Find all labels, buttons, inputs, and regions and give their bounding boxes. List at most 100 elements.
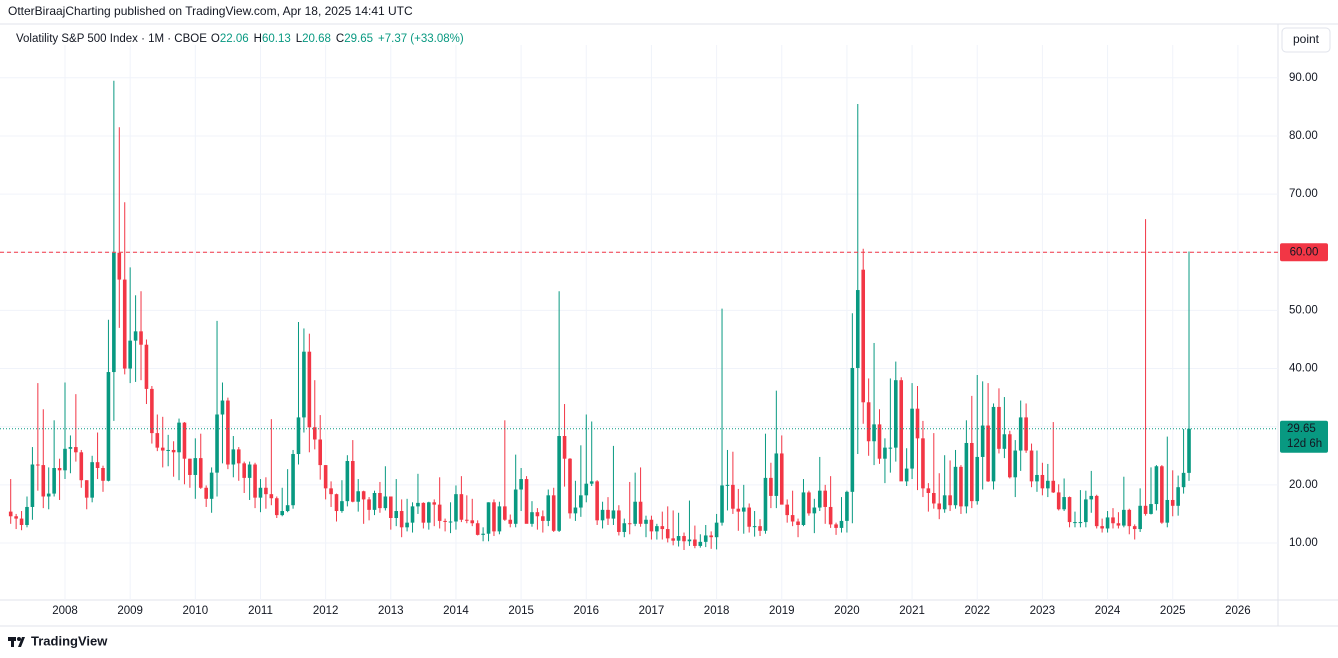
candle-body [551,495,556,531]
candle-body [709,535,713,538]
candle-body [242,463,246,478]
candle-body [541,516,545,521]
candle-body [122,279,127,369]
candle-body [291,454,295,506]
x-tick-label: 2013 [378,605,404,617]
candle-body [807,492,811,514]
candle-body [595,481,599,521]
candle-body [312,427,317,440]
candle-body [57,467,62,471]
candle-body [676,536,681,541]
candle-body [198,458,203,488]
candle-body [638,501,643,524]
candle-body [74,447,78,453]
symbol-title: Volatility S&P 500 Index · 1M · CBOE [16,33,207,45]
candle-body [1116,523,1121,526]
candle-body [416,502,420,507]
candle-body [236,449,241,464]
scale-button-label[interactable]: point [1293,32,1320,46]
candle-body [166,449,170,451]
candle-body [383,496,388,509]
candle-body [589,481,594,484]
candle-body [356,491,361,502]
candle-body [372,493,377,510]
legend-value: 60.13 [262,33,291,45]
candle-body [953,466,958,506]
candle-body [1187,428,1191,473]
candle-body [779,453,784,505]
candle-body [323,465,328,489]
candle-body [693,539,697,546]
candle-body [627,523,632,525]
candle-body [1051,480,1056,493]
candle-body [986,425,990,482]
legend-value: 22.06 [220,33,249,45]
x-tick-label: 2015 [508,605,534,617]
x-tick-label: 2011 [248,605,273,617]
x-tick-label: 2009 [117,605,143,617]
candle-body [465,519,469,521]
candle-body [932,493,936,504]
candle-body [758,526,762,531]
candle-body [264,487,268,495]
candle-body [1100,526,1104,529]
x-tick-label: 2025 [1160,605,1186,617]
publisher-line: OtterBiraajCharting published on Trading… [8,4,413,18]
candle-body [177,422,181,453]
candle-body [812,507,817,514]
candle-body [959,466,963,507]
candle-body [622,523,627,532]
candle-body [269,494,274,499]
candle-body [1160,466,1164,523]
candle-body [1122,509,1126,526]
x-tick-label: 2008 [52,605,78,617]
legend-change: +7.37 (+33.08%) [378,33,464,45]
candle-body [1143,505,1148,514]
candle-body [1078,522,1083,524]
candle-body [1035,474,1039,482]
candle-body [486,502,491,534]
candle-body [90,462,94,498]
candle-body [731,484,735,509]
candle-body [95,462,100,468]
candle-body [834,524,838,528]
candle-body [46,493,51,497]
candle-body [546,495,551,521]
candle-body [1024,417,1028,451]
candle-body [850,367,855,492]
x-tick-label: 2020 [834,605,860,617]
candle-body [725,484,730,486]
x-tick-label: 2016 [573,605,599,617]
y-tick-label: 90.00 [1289,72,1318,84]
candle-body [617,510,621,532]
candle-body [801,492,806,525]
candle-body [106,372,111,481]
candle-body [1127,509,1132,527]
candle-body [877,424,882,459]
scale-button[interactable] [1281,27,1331,53]
candle-body [144,344,149,389]
candle-body [1089,495,1094,500]
candle-body [378,493,382,509]
candle-body [649,519,654,532]
candle-body [63,448,67,471]
legend-key: L [296,33,303,45]
candle-body [888,447,893,449]
candle-body [1056,492,1061,510]
x-tick-label: 2021 [899,605,925,617]
candle-body [828,506,833,525]
candle-body [736,508,741,512]
candle-body [633,501,637,524]
candle-body [112,252,116,373]
candle-body [910,408,914,469]
candle-body [361,491,366,500]
candle-body [334,494,339,512]
candle-body [741,507,746,512]
candle-body [389,496,393,519]
candle-body [606,509,610,519]
candle-body [128,340,132,369]
candle-body [36,464,40,466]
candle-body [975,456,980,502]
y-tick-label: 10.00 [1289,537,1318,549]
